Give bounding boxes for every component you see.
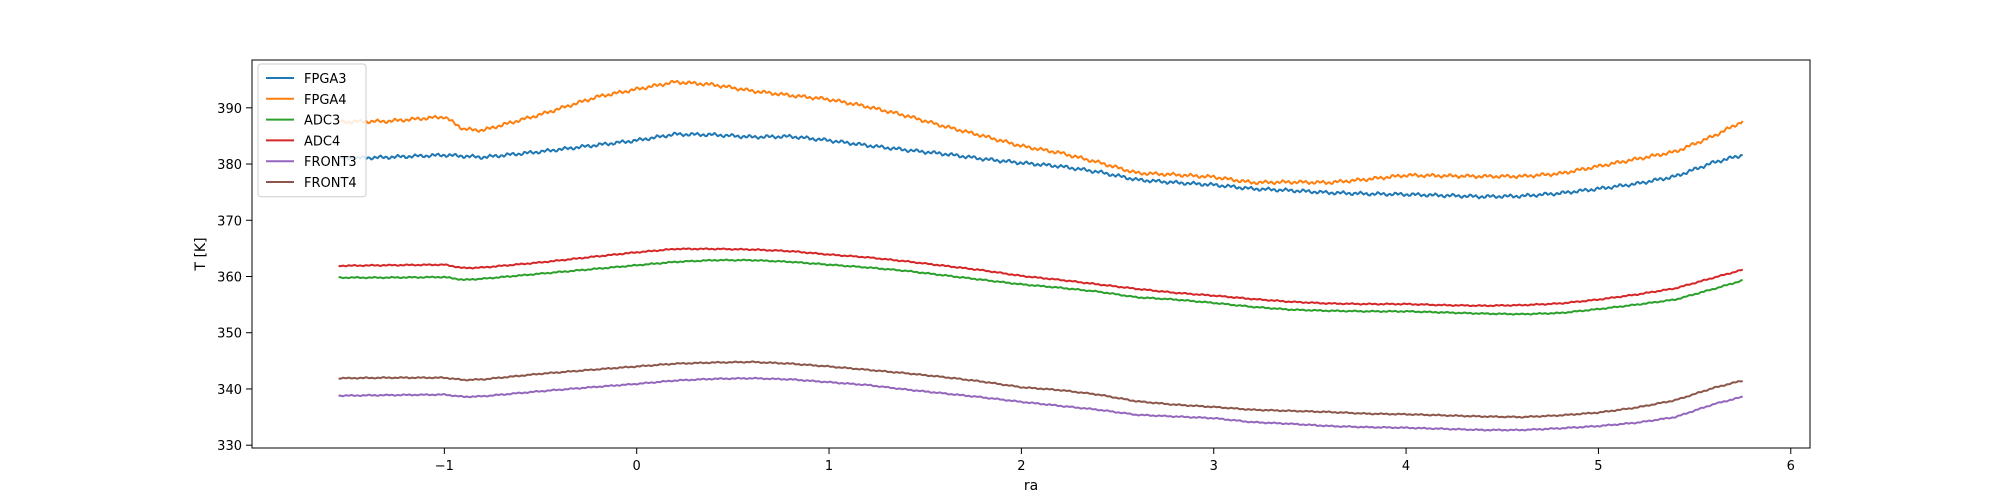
legend: FPGA3 FPGA4 ADC3 ADC4 FRONT3 FRONT4 [257,63,367,198]
series-line-adc4 [338,247,1744,308]
legend-label-fpga3: FPGA3 [304,72,347,87]
x-tick-label: −1 [435,459,454,474]
plot-background [252,60,1810,448]
legend-box [257,63,367,198]
plot-area [252,60,1810,448]
axes-layer: −1 0 1 2 3 4 5 6 330 340 350 360 370 380 390 [217,59,1811,474]
legend-label-adc4: ADC4 [304,134,340,149]
series-line-adc3 [338,258,1743,316]
x-tick-label: 4 [1402,459,1410,474]
x-tick-label: 5 [1594,459,1602,474]
y-tick-label: 380 [217,158,242,173]
axes-frame [251,59,1811,449]
y-tick-label: 360 [217,270,242,285]
series-line-front3 [338,376,1743,432]
x-tick-label: 3 [1210,459,1218,474]
series-line-fpga4 [338,79,1744,186]
x-tick-label: 1 [825,459,833,474]
y-tick-label: 350 [217,327,242,342]
series-layer [337,79,1744,432]
y-axis-label: T [K] [193,237,209,271]
x-axis-label: ra [1024,478,1038,494]
series-line-fpga3 [337,131,1744,200]
legend-label-fpga4: FPGA4 [304,93,347,108]
x-tick-label: 2 [1017,459,1025,474]
y-tick-label: 370 [217,214,242,229]
x-tick-label: 0 [633,459,641,474]
y-tick-label: 390 [217,102,242,117]
series-line-front4 [338,360,1744,419]
legend-label-adc3: ADC3 [304,114,340,129]
legend-label-front4: FRONT4 [304,176,357,191]
legend-label-front3: FRONT3 [304,155,357,170]
y-tick-label: 330 [217,439,242,454]
x-tick-label: 6 [1787,459,1795,474]
y-tick-label: 340 [217,383,242,398]
